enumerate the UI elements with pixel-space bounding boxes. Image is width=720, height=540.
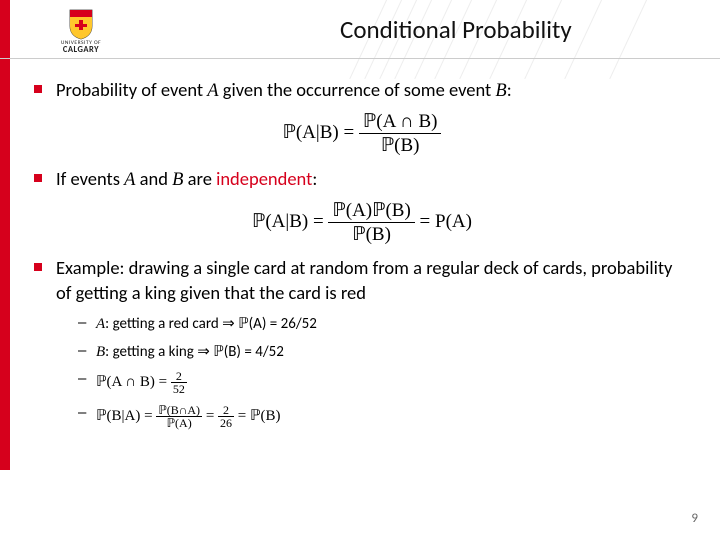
bullet-icon [34,85,42,93]
dash-icon: – [78,404,86,421]
s3-den: 52 [171,383,187,395]
b1-A: A [207,81,218,101]
s2-B: B [96,344,105,360]
f2-num: ℙ(A)ℙ(B) [328,199,414,223]
university-logo: UNIVERSITY OF CALGARY [36,8,126,54]
b2-independent: independent [216,167,312,190]
divider [0,58,720,59]
content-area: Probability of event A given the occurre… [34,78,690,438]
page-number: 9 [691,511,698,526]
f1-num: ℙ(A ∩ B) [359,110,442,134]
s4-den1: ℙ(A) [156,417,202,429]
s3-lhs: ℙ(A ∩ B) = [96,374,167,390]
dash-icon: – [78,314,86,331]
f1-lhs: ℙ(A|B) = [283,122,355,143]
dash-icon: – [78,370,86,387]
dash-icon: – [78,342,86,359]
sub-2: – B: getting a king ⇒ ℙ(B) = 4/52 [78,342,690,361]
s1-A: A [96,316,105,332]
b1-post: : [507,78,512,101]
b1-B: B [495,81,506,101]
s4-num1: ℙ(B∩A) [156,404,202,417]
red-sidebar [0,0,10,470]
s4-lhs: ℙ(B|A) = [96,408,153,424]
s3-num: 2 [171,370,187,383]
b2-B: B [172,170,183,190]
f2-den: ℙ(B) [328,223,414,246]
shield-icon [68,8,94,40]
bullet-icon [34,263,42,271]
bullet-2: If events A and B are independent: [34,167,690,193]
sub-3: – ℙ(A ∩ B) = 2 52 [78,370,690,395]
f2-rhs: = P(A) [420,211,472,232]
s4-rhs: = ℙ(B) [238,408,281,424]
b2-mid: and [135,167,172,190]
slide-title: Conditional Probability [340,14,572,45]
b3-text: Example: drawing a single card at random… [56,256,672,304]
formula-1: ℙ(A|B) = ℙ(A ∩ B) ℙ(B) [34,110,690,157]
bullet-icon [34,174,42,182]
sub-list: – A: getting a red card ⇒ ℙ(A) = 26/52 –… [78,314,690,429]
s2-text: : getting a king ⇒ ℙ(B) = 4/52 [105,343,284,361]
sub-4: – ℙ(B|A) = ℙ(B∩A) ℙ(A) = 2 26 = ℙ(B) [78,404,690,429]
logo-name-text: CALGARY [36,46,126,55]
bullet-1: Probability of event A given the occurre… [34,78,690,104]
f1-den: ℙ(B) [359,134,442,157]
b2-pre: If events [56,167,124,190]
f2-lhs: ℙ(A|B) = [252,211,324,232]
b1-mid: given the occurrence of some event [219,78,496,101]
b2-A: A [124,170,135,190]
s4-den2: 26 [218,417,234,429]
bullet-3: Example: drawing a single card at random… [34,256,690,306]
s4-num2: 2 [218,404,234,417]
b2-post: : [312,167,317,190]
formula-2: ℙ(A|B) = ℙ(A)ℙ(B) ℙ(B) = P(A) [34,199,690,246]
sub-1: – A: getting a red card ⇒ ℙ(A) = 26/52 [78,314,690,333]
b2-mid2: are [183,167,216,190]
s4-eq: = [206,408,218,424]
s1-text: : getting a red card ⇒ ℙ(A) = 26/52 [105,315,317,333]
b1-text: Probability of event [56,78,207,101]
